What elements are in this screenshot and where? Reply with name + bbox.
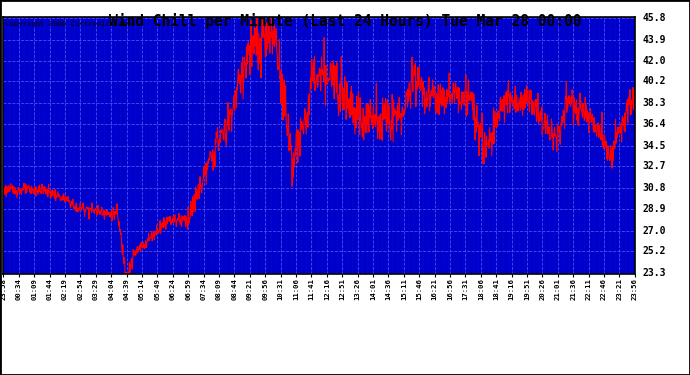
Text: 23.3: 23.3 bbox=[642, 268, 666, 278]
Text: 38.3: 38.3 bbox=[642, 98, 666, 108]
Text: 45.8: 45.8 bbox=[642, 13, 666, 23]
Text: 42.0: 42.0 bbox=[642, 56, 666, 66]
Text: 36.4: 36.4 bbox=[642, 119, 666, 129]
Text: Wind Chill per Minute (Last 24 Hours) Tue Mar 28 00:00: Wind Chill per Minute (Last 24 Hours) Tu… bbox=[109, 13, 581, 29]
Text: 43.9: 43.9 bbox=[642, 34, 666, 45]
Text: 25.2: 25.2 bbox=[642, 246, 666, 256]
Text: 40.2: 40.2 bbox=[642, 76, 666, 86]
Text: 30.8: 30.8 bbox=[642, 183, 666, 193]
Text: 27.0: 27.0 bbox=[642, 226, 666, 236]
Text: 28.9: 28.9 bbox=[642, 204, 666, 214]
Text: 34.5: 34.5 bbox=[642, 141, 666, 151]
Text: Copyright 2006 Curtronics.com: Copyright 2006 Curtronics.com bbox=[5, 21, 132, 27]
Text: 32.7: 32.7 bbox=[642, 161, 666, 171]
